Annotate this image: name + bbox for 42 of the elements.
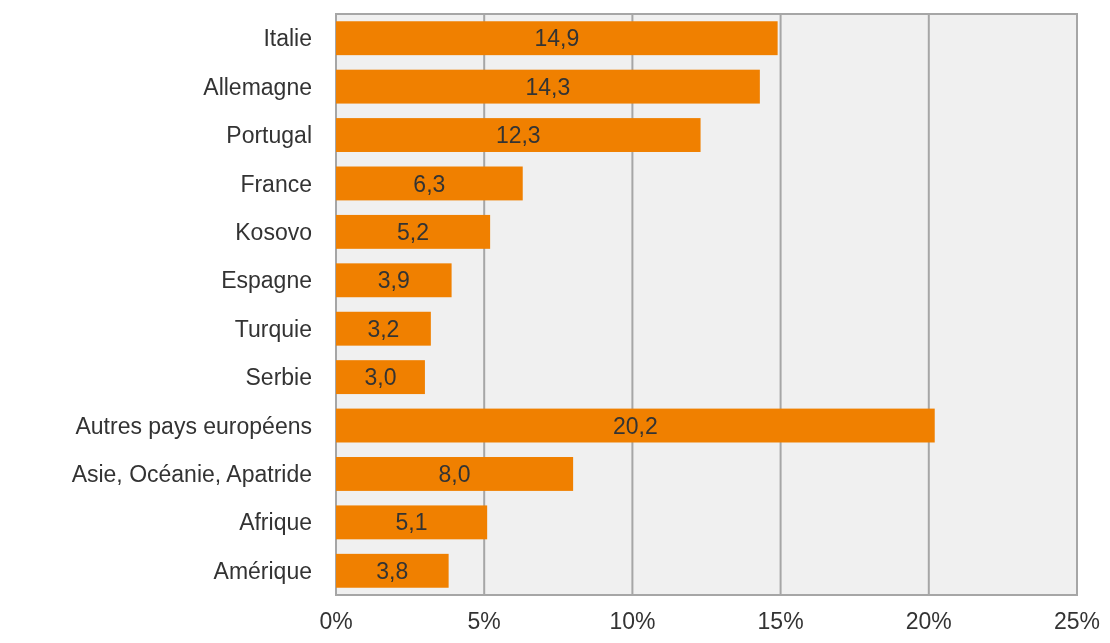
x-tick-label: 0%: [319, 608, 353, 634]
y-tick-label: Italie: [263, 25, 312, 52]
bar: [336, 118, 701, 152]
y-tick-label: Afrique: [239, 509, 312, 536]
bar: [336, 263, 452, 298]
data-label: 3,0: [364, 364, 397, 391]
data-label: 3,2: [367, 315, 400, 342]
data-label: 14,9: [534, 25, 580, 52]
y-tick-label: Kosovo: [235, 218, 312, 245]
bar: [336, 166, 523, 201]
data-label: 5,2: [397, 218, 430, 245]
bar: [336, 505, 488, 540]
y-tick-label: Serbie: [245, 364, 312, 391]
bar: [336, 21, 778, 56]
x-tick-label: 10%: [609, 608, 656, 634]
y-tick-label: Espagne: [221, 267, 312, 294]
data-label: 5,1: [395, 509, 428, 536]
x-tick-label: 25%: [1053, 608, 1101, 634]
y-tick-label: Portugal: [226, 122, 312, 149]
bar: [336, 69, 760, 104]
y-tick-label: Allemagne: [203, 73, 312, 100]
data-label: 6,3: [413, 170, 446, 197]
data-label: 20,2: [612, 412, 658, 439]
bar: [336, 457, 574, 491]
bar: [336, 360, 425, 395]
bar: [336, 553, 449, 588]
y-tick-label: Asie, Océanie, Apatride: [71, 461, 312, 488]
y-tick-label: France: [240, 170, 312, 197]
x-tick-label: 5%: [467, 608, 501, 634]
y-tick-label: Autres pays européens: [75, 412, 312, 439]
y-tick-label: Amérique: [213, 557, 312, 584]
bar: [336, 214, 491, 249]
data-label: 8,0: [438, 461, 471, 488]
bar: [336, 311, 431, 346]
y-tick-label: Turquie: [234, 315, 312, 342]
data-label: 14,3: [525, 73, 571, 100]
x-tick-label: 15%: [757, 608, 804, 634]
data-label: 12,3: [495, 122, 541, 149]
x-tick-label: 20%: [905, 608, 952, 634]
data-label: 3,8: [376, 557, 409, 584]
data-label: 3,9: [377, 267, 410, 294]
bar: [336, 408, 935, 443]
